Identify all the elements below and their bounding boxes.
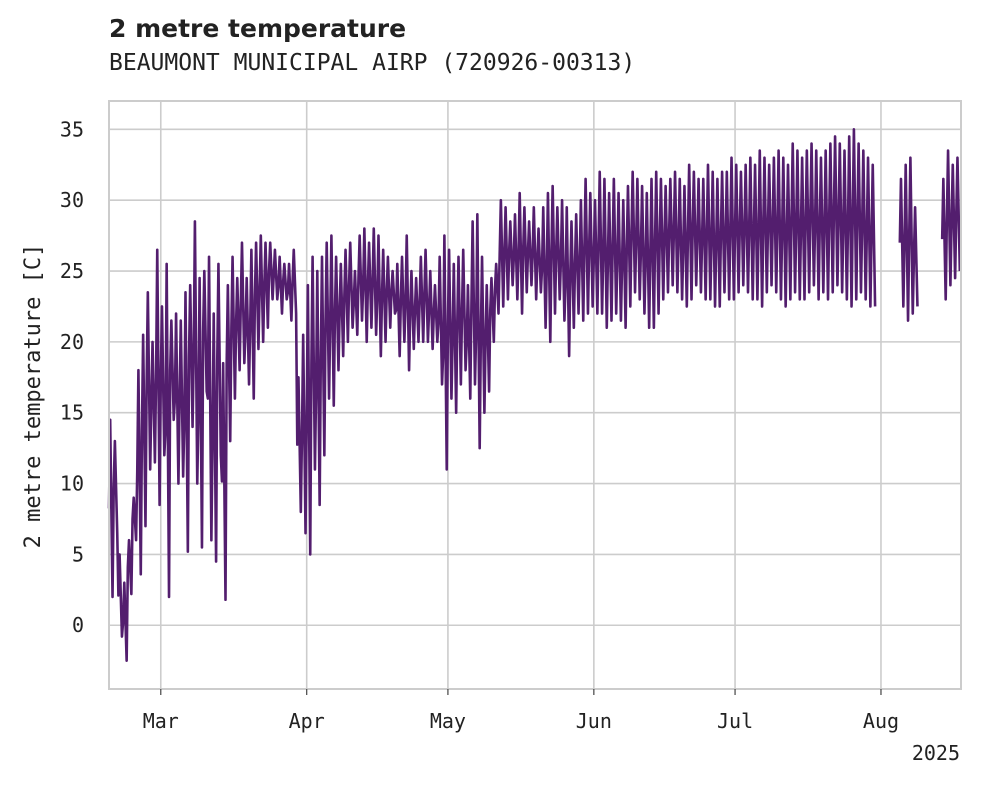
x-axis-year-label: 2025 [912, 741, 960, 765]
x-tick-label: Jun [576, 709, 612, 733]
x-tick-label: Jul [717, 709, 753, 733]
temperature-line-segment [107, 128, 877, 662]
y-axis-ticks: 0 5 10 15 20 25 30 35 [60, 117, 84, 637]
x-tick-label: Aug [863, 709, 899, 733]
chart-subtitle: BEAUMONT MUNICIPAL AIRP (720926-00313) [109, 50, 636, 76]
y-axis-label: 2 metre temperature [C] [21, 244, 46, 549]
temperature-line-segment [898, 156, 919, 322]
y-tick-label: 5 [72, 542, 84, 566]
chart-title: 2 metre temperature [109, 14, 407, 43]
y-tick-label: 15 [60, 401, 84, 425]
temperature-line-segment [940, 149, 962, 301]
y-tick-label: 0 [72, 613, 84, 637]
y-tick-label: 25 [60, 259, 84, 283]
temperature-series [107, 128, 962, 662]
y-tick-label: 10 [60, 472, 84, 496]
x-tick-label: Apr [289, 709, 325, 733]
y-tick-label: 35 [60, 117, 84, 141]
x-tick-label: Mar [143, 709, 179, 733]
x-axis-ticks: Mar Apr May Jun Jul Aug [143, 689, 899, 733]
plot-frame [108, 100, 962, 690]
y-tick-label: 20 [60, 330, 84, 354]
x-tick-label: May [430, 709, 466, 733]
y-tick-label: 30 [60, 188, 84, 212]
